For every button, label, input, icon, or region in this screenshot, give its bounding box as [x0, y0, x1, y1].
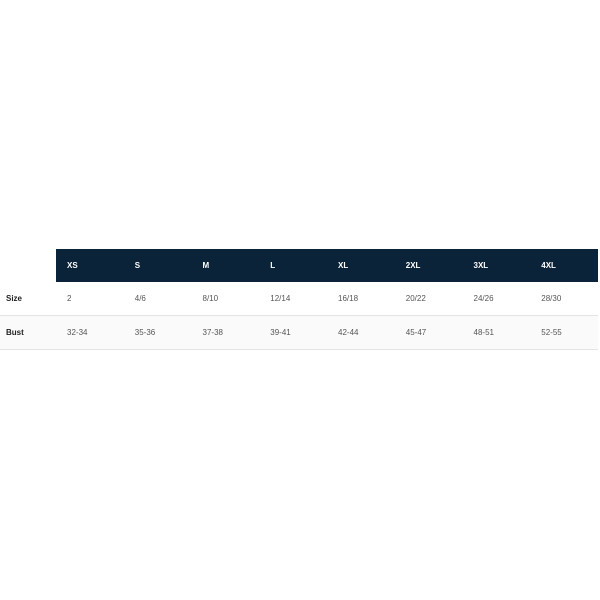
size-header-m: M	[191, 249, 260, 282]
table-cell: 24/26	[462, 282, 531, 316]
table-cell: 35-36	[123, 315, 192, 350]
table-cell: 45-47	[394, 315, 463, 350]
table-cell: 2	[56, 282, 124, 316]
table-cell: 4/6	[123, 282, 192, 316]
row-label: Bust	[0, 315, 56, 350]
size-header-xl: XL	[327, 249, 395, 282]
table-cell: 12/14	[259, 282, 327, 316]
table-cell: 52-55	[530, 315, 598, 350]
size-header-l: L	[259, 249, 327, 282]
table-cell: 16/18	[327, 282, 395, 316]
corner-cell	[0, 249, 56, 282]
table-cell: 37-38	[191, 315, 260, 350]
size-header-4xl: 4XL	[530, 249, 598, 282]
table-cell: 48-51	[462, 315, 531, 350]
size-header-2xl: 2XL	[394, 249, 463, 282]
table-cell: 32-34	[56, 315, 124, 350]
table-cell: 42-44	[327, 315, 395, 350]
size-header-row: XS S M L XL 2XL 3XL 4XL	[0, 249, 598, 282]
size-chart-table: XS S M L XL 2XL 3XL 4XL Size 2 4/6 8/10 …	[0, 249, 598, 350]
table-row-size: Size 2 4/6 8/10 12/14 16/18 20/22 24/26 …	[0, 282, 598, 316]
size-header-3xl: 3XL	[462, 249, 531, 282]
table-cell: 39-41	[259, 315, 327, 350]
table-cell: 28/30	[530, 282, 598, 316]
table-row-bust: Bust 32-34 35-36 37-38 39-41 42-44 45-47…	[0, 315, 598, 350]
size-header-s: S	[123, 249, 192, 282]
table-cell: 8/10	[191, 282, 260, 316]
row-label: Size	[0, 282, 56, 316]
size-header-xs: XS	[56, 249, 124, 282]
table-cell: 20/22	[394, 282, 463, 316]
